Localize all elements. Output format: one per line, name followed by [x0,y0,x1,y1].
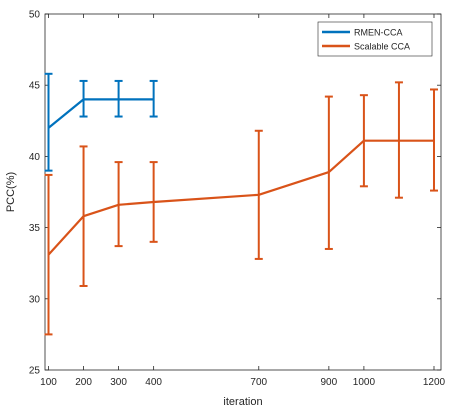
y-tick-label: 50 [29,10,41,21]
x-tick-label: 1200 [423,377,446,388]
legend-box [317,21,433,57]
y-axis-label: PCC(%) [5,172,17,212]
error-bar [149,161,158,243]
x-axis-label: iteration [223,396,262,408]
x-tick-label: 1000 [353,377,376,388]
error-bar [79,145,88,287]
legend-label-rmen-cca: RMEN-CCA [354,28,403,38]
series-scalable-cca [44,81,438,336]
error-bar [254,129,263,260]
plot-area [44,13,442,371]
x-tick-label: 100 [40,377,57,388]
error-bar [429,88,438,192]
x-tick-label: 300 [110,377,127,388]
y-tick-label: 35 [29,223,41,234]
error-bar [114,79,123,118]
x-tick-label: 400 [145,377,162,388]
x-tick-label: 200 [75,377,92,388]
error-bar [149,79,158,118]
y-tick-label: 25 [29,366,41,377]
y-tick-label: 40 [29,152,41,163]
series-line-rmen-cca [47,98,154,129]
error-bar [79,79,88,118]
series-rmen-cca [44,72,158,172]
x-axis-ticks: 100 200 300 400 700 900 1000 1200 [40,14,446,388]
x-tick-label: 900 [321,377,338,388]
error-bar [359,94,368,188]
series-layer [44,72,438,336]
error-bar [44,72,53,172]
error-bar [114,161,123,248]
error-bar [44,173,53,336]
error-bar [394,81,403,199]
legend-label-scalable-cca: Scalable CCA [354,42,410,52]
y-tick-label: 30 [29,294,41,305]
y-tick-label: 45 [29,81,41,92]
x-tick-label: 700 [250,377,267,388]
error-bar [324,95,333,250]
legend: RMEN-CCA Scalable CCA [317,21,433,57]
